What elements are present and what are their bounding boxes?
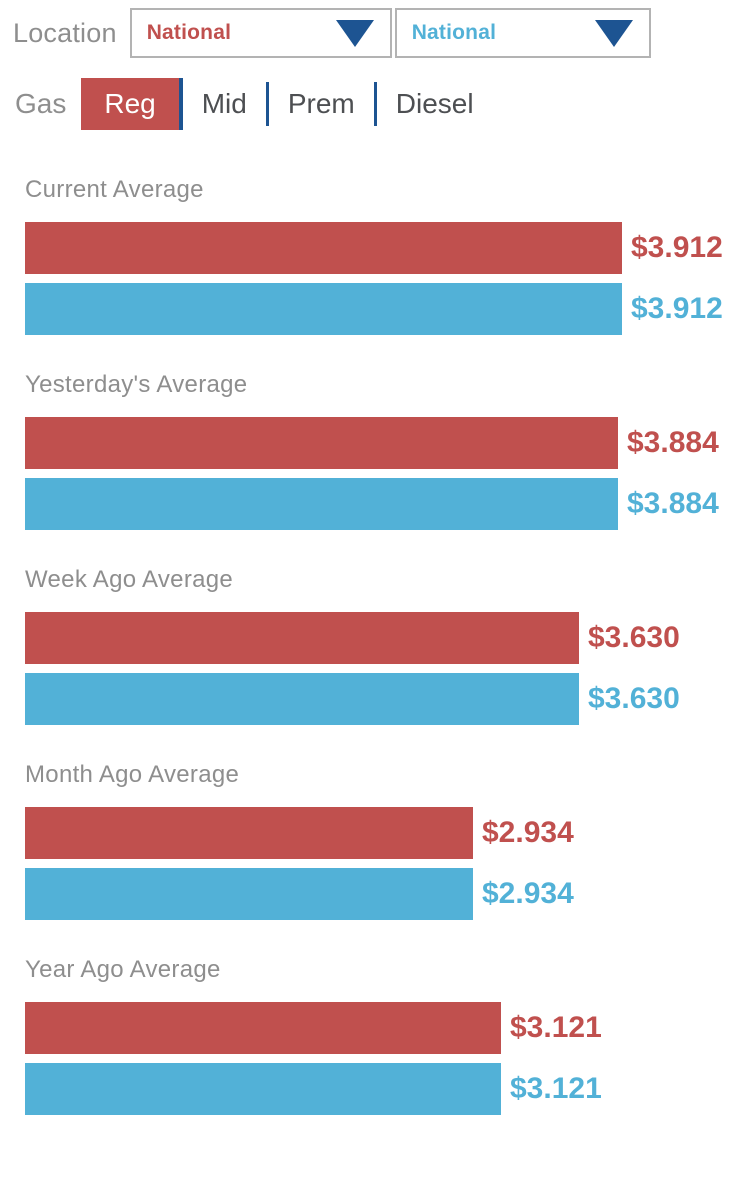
fuel-selector-row: Gas Reg Mid Prem Diesel [0,78,750,130]
tab-divider [265,82,269,126]
secondary-price-value: $2.934 [482,877,574,910]
secondary-price-value: $3.884 [627,487,719,520]
gas-label: Gas [15,88,67,119]
primary-price-value: $3.121 [510,1011,602,1044]
secondary-price-value: $3.121 [510,1072,602,1105]
chevron-down-icon [594,19,633,47]
primary-location-bar [25,1002,501,1054]
price-comparison-chart: Current Average $3.912 $3.912 Yesterday's A… [0,178,750,1115]
secondary-location-bar [25,283,622,335]
secondary-bar-row: $3.630 [25,673,750,725]
section-title: Year Ago Average [25,956,221,983]
secondary-location-bar [25,868,473,920]
tab-mid[interactable]: Mid [201,88,247,119]
location-label: Location [13,17,117,48]
primary-location-bar [25,417,618,469]
tab-prem[interactable]: Prem [287,88,355,119]
secondary-location-bar [25,1063,501,1115]
primary-bar-row: $3.884 [25,417,750,469]
secondary-price-value: $3.630 [588,682,680,715]
tab-divider [373,82,377,126]
primary-location-bar [25,807,473,859]
primary-price-value: $2.934 [482,816,574,849]
section-title: Month Ago Average [25,761,240,788]
tab-reg[interactable]: Reg [81,78,179,130]
secondary-bar-row: $3.912 [25,283,750,335]
location-dropdown-secondary[interactable]: National [394,8,651,58]
tab-diesel[interactable]: Diesel [395,88,474,119]
chevron-down-icon [335,19,374,47]
price-section: Year Ago Average $3.121 $3.121 [25,958,750,1115]
secondary-bar-row: $2.934 [25,868,750,920]
price-section: Week Ago Average $3.630 $3.630 [25,568,750,725]
price-section: Month Ago Average $2.934 $2.934 [25,763,750,920]
secondary-location-bar [25,478,618,530]
primary-bar-row: $2.934 [25,807,750,859]
section-title: Yesterday's Average [25,371,248,398]
primary-location-bar [25,612,579,664]
primary-price-value: $3.630 [588,621,680,654]
location-dropdown-primary-value: National [146,21,232,44]
primary-bar-row: $3.121 [25,1002,750,1054]
primary-price-value: $3.884 [627,426,719,459]
price-section: Yesterday's Average $3.884 $3.884 [25,373,750,530]
primary-bar-row: $3.630 [25,612,750,664]
fuel-type-tabs: Reg Mid Prem Diesel [81,78,492,130]
location-row: Location National National [0,0,750,58]
secondary-location-bar [25,673,579,725]
section-title: Current Average [25,176,204,203]
price-section: Current Average $3.912 $3.912 [25,178,750,335]
section-title: Week Ago Average [25,566,234,593]
secondary-bar-row: $3.884 [25,478,750,530]
primary-location-bar [25,222,622,274]
location-dropdown-secondary-value: National [411,21,497,44]
primary-price-value: $3.912 [631,231,723,264]
secondary-bar-row: $3.121 [25,1063,750,1115]
primary-bar-row: $3.912 [25,222,750,274]
location-dropdown-primary[interactable]: National [129,8,392,58]
tab-divider [178,78,183,130]
secondary-price-value: $3.912 [631,292,723,325]
